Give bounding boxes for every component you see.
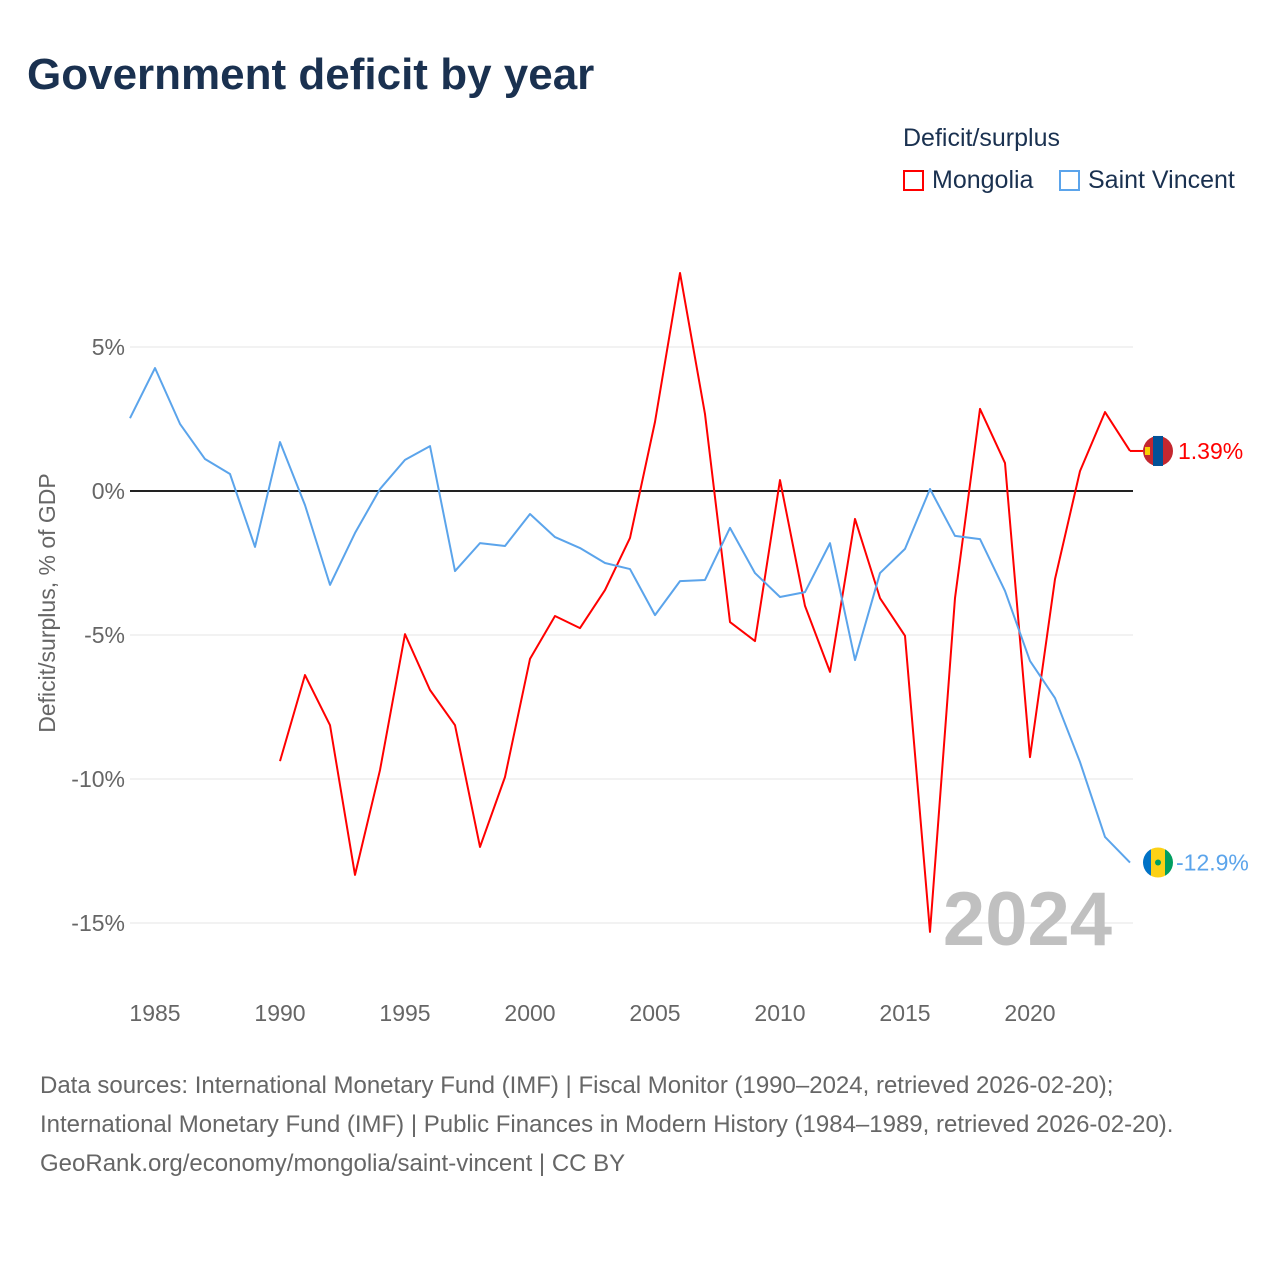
y-tick-label: -10% [71,766,125,792]
end-label-mongolia: 1.39% [1178,438,1243,464]
end-label-saint-vincent: -12.9% [1176,850,1249,876]
x-tick-label: 2010 [754,1000,805,1026]
flag-soyombo [1145,446,1150,455]
flag-diamonds [1155,859,1161,866]
flag-body [1143,847,1173,878]
x-tick-label: 2020 [1004,1000,1055,1026]
mongolia-flag-icon [1130,435,1173,466]
y-tick-label: -15% [71,910,125,936]
legend-swatch-mongolia [903,170,924,191]
legend-item-mongolia[interactable]: Mongolia [903,166,1033,195]
x-tick-label: 2005 [629,1000,680,1026]
source-text: Data sources: International Monetary Fun… [40,1072,1174,1138]
year-watermark: 2024 [943,877,1112,962]
legend-title: Deficit/surplus [903,124,1060,152]
flag-green [1165,847,1173,878]
x-tick-label: 2000 [504,1000,555,1026]
flag-stripe [1153,435,1163,466]
source-note: Data sources: International Monetary Fun… [40,1066,1240,1183]
y-axis-label: Deficit/surplus, % of GDP [34,473,60,732]
legend-item-saint-vincent[interactable]: Saint Vincent [1059,166,1235,195]
source-link[interactable]: GeoRank.org/economy/mongolia/saint-vince… [40,1150,626,1177]
y-tick-label: 0% [92,478,125,504]
legend-swatch-saint-vincent [1059,170,1080,191]
y-tick-label: -5% [84,622,125,648]
chart-title: Government deficit by year [27,50,595,99]
series-line-mongolia [279,271,1131,933]
x-tick-label: 1995 [379,1000,430,1026]
flag-blue [1143,847,1151,878]
y-tick-label: 5% [92,334,125,360]
legend-label: Mongolia [932,166,1034,194]
x-tick-label: 1990 [254,1000,305,1026]
legend-label: Saint Vincent [1088,166,1235,194]
series-line-saint-vincent [129,367,1131,864]
saint-vincent-flag-icon [1143,847,1173,878]
x-tick-label: 2015 [879,1000,930,1026]
x-tick-label: 1985 [129,1000,180,1026]
